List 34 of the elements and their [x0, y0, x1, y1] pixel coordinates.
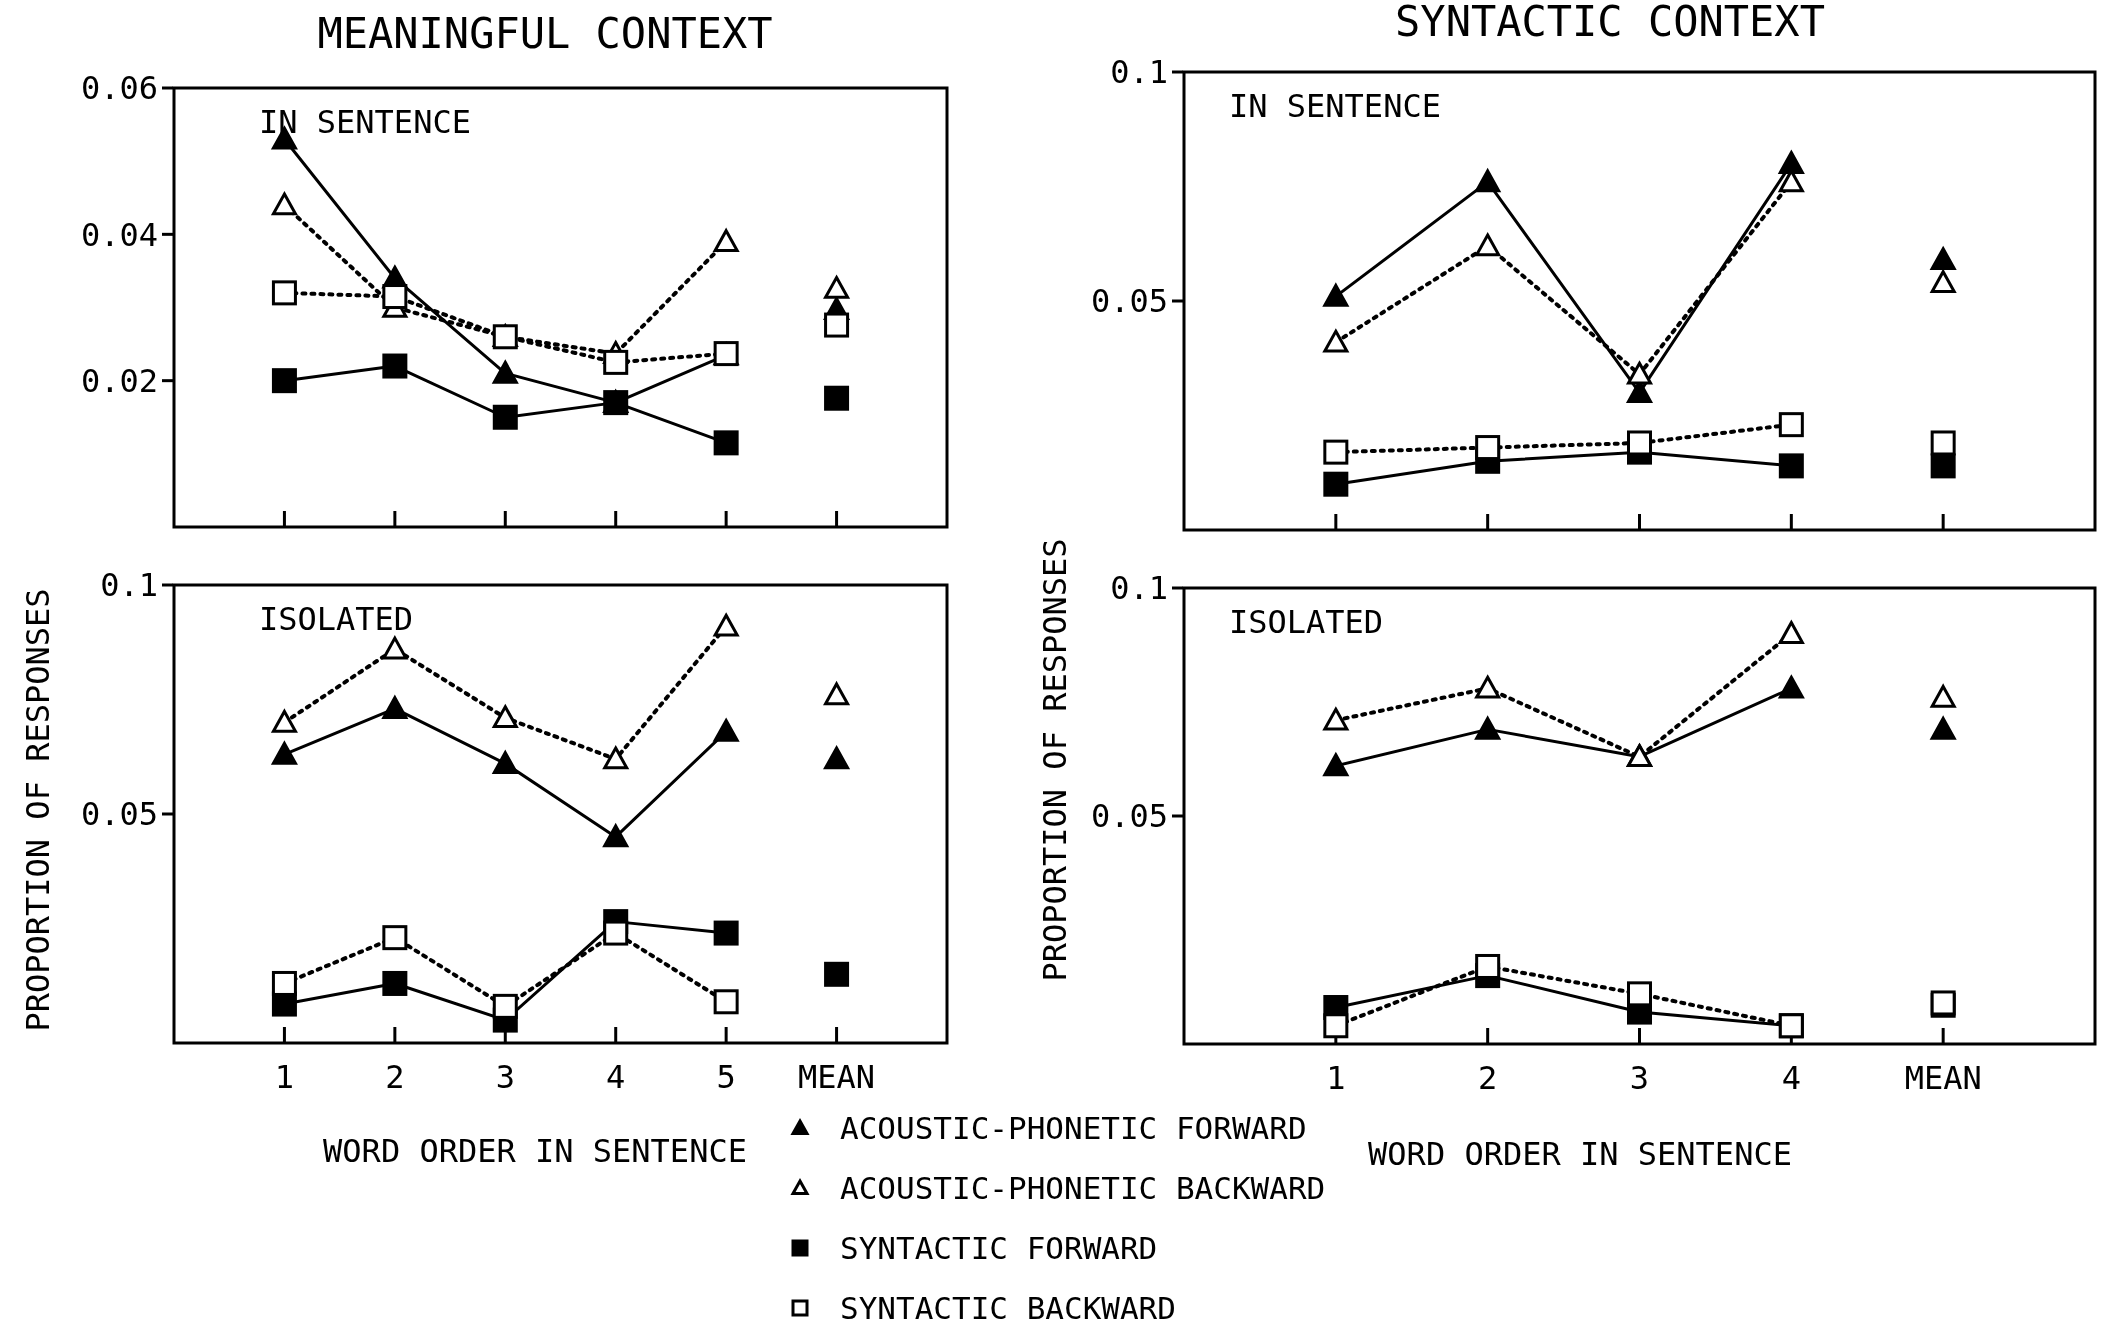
- x-tick-label: 3: [1629, 1059, 1650, 1097]
- x-tick-label: MEAN: [1904, 1059, 1982, 1097]
- y-tick-label: 0.1: [1110, 569, 1168, 608]
- x-tick-label: 2: [1478, 1059, 1498, 1097]
- chart-title: SYNTACTIC CONTEXT: [1395, 0, 1825, 46]
- y-tick-label: 0.1: [100, 566, 158, 605]
- y-axis-title: PROPORTION OF RESPONSES: [19, 588, 58, 1032]
- legend-label: ACOUSTIC-PHONETIC BACKWARD: [840, 1169, 1326, 1206]
- x-tick-label: 1: [1326, 1059, 1346, 1097]
- x-axis-title: WORD ORDER IN SENTENCE: [323, 1132, 747, 1170]
- y-tick-label: 0.05: [1090, 797, 1168, 836]
- x-tick-label: 4: [1781, 1059, 1801, 1097]
- y-tick-label: 0.04: [80, 215, 158, 254]
- y-tick-label: 0.05: [1090, 282, 1168, 321]
- y-tick-label: 0.05: [80, 795, 158, 834]
- x-tick-label: 2: [385, 1058, 405, 1096]
- x-tick-label: 4: [606, 1058, 626, 1096]
- chart-title: MEANINGFUL CONTEXT: [317, 9, 773, 58]
- y-tick-label: 0.02: [80, 361, 158, 400]
- y-tick-label: 0.06: [80, 69, 158, 108]
- x-tick-label: 1: [274, 1058, 295, 1096]
- x-axis-title: WORD ORDER IN SENTENCE: [1368, 1135, 1792, 1173]
- y-axis-title: PROPORTION OF RESPONSES: [1036, 538, 1075, 982]
- annotation: ISOLATED: [259, 600, 414, 638]
- annotation: IN SENTENCE: [259, 103, 471, 141]
- x-tick-label: 5: [716, 1058, 736, 1096]
- legend-label: SYNTACTIC BACKWARD: [840, 1289, 1176, 1324]
- legend-label: ACOUSTIC-PHONETIC FORWARD: [840, 1109, 1307, 1146]
- legend-label: SYNTACTIC FORWARD: [840, 1229, 1158, 1266]
- annotation: ISOLATED: [1229, 603, 1384, 641]
- x-tick-label: MEAN: [798, 1058, 876, 1096]
- x-tick-label: 3: [495, 1058, 515, 1096]
- y-tick-label: 0.1: [1110, 53, 1168, 92]
- annotation: IN SENTENCE: [1229, 87, 1441, 125]
